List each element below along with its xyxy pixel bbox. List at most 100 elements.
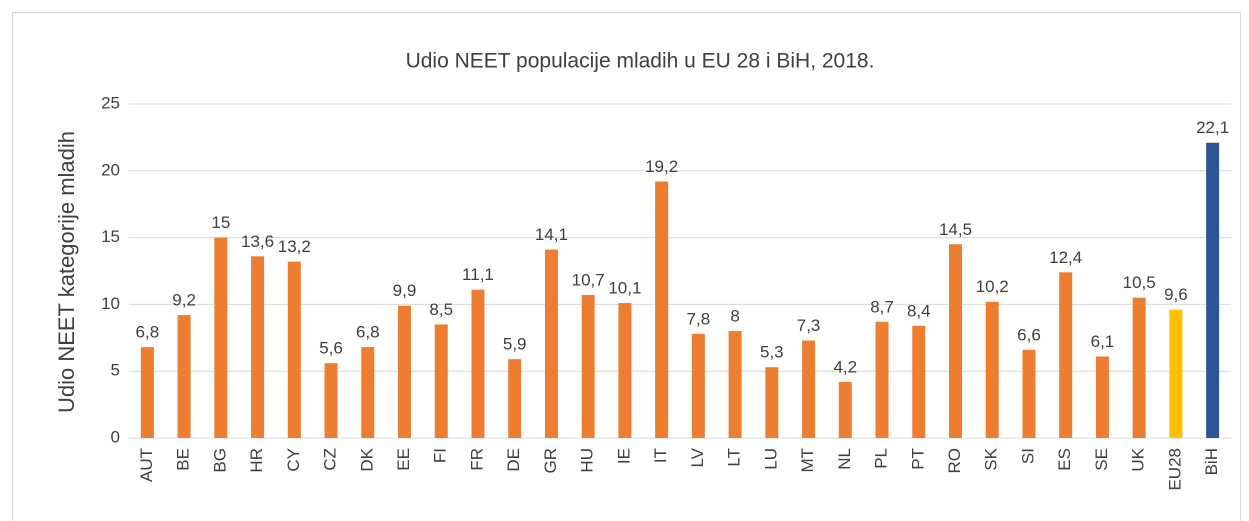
y-tick-label: 20 [101,160,120,179]
x-tick-label: HR [247,448,266,473]
y-tick-label: 10 [101,294,120,313]
y-axis-title: Udio NEET kategorije mladih [54,131,79,413]
x-tick-label: CY [284,448,303,472]
value-label: 10,5 [1123,273,1156,292]
bar [765,367,779,438]
value-label: 12,4 [1049,248,1082,267]
x-tick-label: RO [945,448,964,474]
bar [618,303,632,438]
value-label: 6,1 [1091,332,1115,351]
bar [324,363,338,438]
y-tick-label: 5 [111,361,120,380]
bar [140,347,154,438]
value-label: 22,1 [1196,118,1229,137]
bar [912,325,926,438]
bar [1206,142,1220,438]
bar [728,331,742,438]
x-tick-label: SI [1018,448,1037,464]
value-label: 14,5 [939,220,972,239]
bar [875,321,889,438]
x-tick-label: NL [835,448,854,470]
value-label: 4,2 [833,357,857,376]
x-tick-label: FR [467,448,486,471]
x-tick-label: IT [651,448,670,463]
x-tick-label: LT [725,448,744,467]
x-tick-label: DK [357,447,376,471]
bar [581,295,595,438]
x-tick-label: ES [1055,448,1074,471]
bar [838,381,852,438]
x-tick-label: MT [798,448,817,473]
bar [1132,297,1146,438]
y-tick-label: 0 [111,427,120,446]
value-label: 6,8 [136,323,160,342]
y-tick-label: 15 [101,227,120,246]
value-label: 6,8 [356,323,380,342]
value-label: 5,3 [760,343,784,362]
x-tick-label: BE [174,448,193,471]
bar [802,340,816,438]
x-tick-label: SE [1092,448,1111,471]
value-label: 8 [730,307,739,326]
value-label: 7,3 [797,316,821,335]
bar [251,256,265,438]
value-label: 9,9 [393,281,417,300]
x-tick-label: IE [614,448,633,464]
bar [1169,309,1183,438]
value-label: 10,2 [976,277,1009,296]
bar [949,244,962,438]
value-label: 19,2 [645,157,678,176]
chart-title: Udio NEET populacije mladih u EU 28 i Bi… [406,50,875,73]
bar [361,347,375,438]
bar [214,237,228,438]
value-label: 13,6 [241,232,274,251]
x-tick-label: AUT [137,448,156,482]
value-label: 7,8 [687,309,711,328]
value-label: 5,9 [503,335,527,354]
bar [434,324,448,438]
value-label: 8,5 [429,300,453,319]
bar [655,181,669,438]
bar [287,261,301,438]
bar [1059,272,1073,438]
value-label: 9,2 [172,291,196,310]
value-label: 13,2 [278,237,311,256]
x-tick-label: DE [504,448,523,472]
value-label: 5,6 [319,339,343,358]
x-tick-label: SK [982,447,1001,470]
x-tick-label: LV [688,447,707,467]
value-label: 8,7 [870,297,894,316]
x-tick-label: EU28 [1165,448,1184,491]
y-tick-label: 25 [101,93,120,112]
value-label: 10,7 [572,271,605,290]
bar [544,249,558,438]
x-tick-label: BG [210,448,229,473]
value-label: 11,1 [462,265,494,284]
value-label: 10,1 [608,279,641,298]
x-tick-label: LU [761,448,780,470]
x-tick-label: GR [541,448,560,474]
bar [177,315,191,438]
value-label: 8,4 [907,301,931,320]
x-tick-label: BiH [1202,448,1221,475]
bar [985,301,999,438]
bar [1022,349,1036,438]
x-tick-label: FI [431,448,450,463]
value-label: 6,6 [1017,325,1041,344]
bar [1095,356,1109,438]
bar [508,359,522,438]
bar [471,289,485,438]
x-tick-label: EE [394,448,413,471]
x-tick-label: PT [908,448,927,470]
x-tick-label: CZ [321,448,340,471]
value-label: 9,6 [1164,285,1188,304]
x-tick-label: HU [578,448,597,473]
x-tick-label: PL [872,448,891,469]
value-label: 15 [211,213,230,232]
bar [691,333,705,438]
x-tick-label: UK [1129,447,1148,471]
bar [398,305,411,438]
value-label: 14,1 [535,225,568,244]
